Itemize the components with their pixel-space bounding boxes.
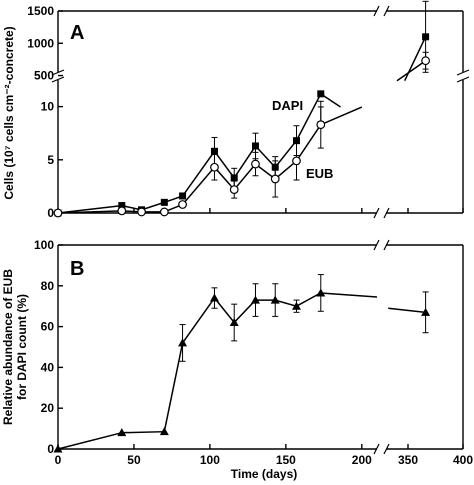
data-point-dapi (118, 202, 126, 210)
data-point-eub (53, 208, 63, 218)
data-point-ratio (229, 318, 239, 327)
panel-b-y-tick-label: 80 (41, 279, 55, 293)
data-point-eub (292, 156, 301, 166)
data-point-eub (210, 162, 219, 172)
panel-b-y-tick-label: 20 (41, 401, 55, 415)
data-point-dapi (317, 90, 325, 98)
x-tick-label: 0 (55, 453, 62, 467)
data-point-ratio (250, 295, 260, 304)
data-point-ratio (117, 428, 127, 437)
series-line-eub (57, 124, 322, 214)
data-point-dapi (179, 192, 187, 200)
panel-a-letter: A (70, 22, 84, 44)
series-trend-ratio (388, 307, 426, 314)
plot-layer: 0 50 100 150 200 350 400 0 5 10 500 1000 1500 0 20 40 60… (27, 0, 473, 467)
data-point-eub (159, 207, 169, 217)
panel-b-y-tick-label: 0 (47, 442, 54, 456)
panel-a-y-tick-label: 500 (34, 69, 54, 83)
data-point-eub (117, 206, 127, 216)
panel-a-y-axis-break-mark (51, 76, 65, 83)
data-point-ratio (53, 444, 63, 453)
x-tick-label: 150 (276, 453, 296, 467)
data-point-ratio (159, 427, 169, 436)
panel-a-y-tick-label: 1000 (27, 36, 54, 50)
panel-b-y-axis-label-line: for DAPI count (%) (15, 294, 29, 400)
panel-a-right-break-gap (457, 72, 469, 80)
data-point-ratio (178, 338, 188, 347)
x-tick-label: 100 (200, 453, 220, 467)
data-point-dapi (422, 33, 430, 41)
panel-a-y-axis-break-mark (51, 69, 65, 76)
panel-b-y-axis-label: Relative abundance of EUBfor DAPI count … (1, 269, 29, 425)
panel-a-right-break-mark (456, 76, 470, 83)
series-label-dapi: DAPI (272, 98, 303, 113)
panel-b-x-axis-break-mark (373, 239, 380, 251)
panel-a-y-tick-label: 1500 (27, 4, 54, 18)
panel-a-x-axis-break-mark (383, 5, 390, 17)
x-tick-label: 50 (127, 453, 141, 467)
data-point-eub (316, 120, 326, 130)
x-tick-label: 400 (453, 453, 473, 467)
x-axis-label: Time (days) (231, 467, 297, 481)
data-point-ratio (291, 301, 301, 310)
panel-a-y-tick-label: 10 (41, 100, 55, 114)
panel-b-x-axis-break-mark (383, 239, 390, 251)
data-point-eub (137, 207, 146, 217)
panel-a-y-tick-label: 0 (47, 206, 54, 220)
x-tick-label: 350 (398, 453, 418, 467)
series-line-ratio (57, 292, 322, 450)
series-trend-ratio (320, 292, 378, 298)
data-point-eub (178, 200, 187, 209)
series-label-eub: EUB (306, 166, 333, 181)
panel-b-y-tick-label: 60 (41, 320, 55, 334)
panel-a-y-tick-label: 5 (47, 153, 54, 167)
panel-b-y-tick-label: 40 (41, 360, 55, 374)
panel-b-y-axis-label-line: Relative abundance of EUB (1, 269, 15, 425)
panel-b-letter: B (70, 258, 84, 280)
data-point-ratio (316, 288, 326, 297)
data-point-ratio (270, 295, 280, 304)
data-point-ratio (421, 307, 431, 316)
panel-b-x-axis-break-mark (383, 443, 390, 455)
panel-a-right-break-mark (456, 69, 470, 76)
panel-a-x-axis-break-mark (383, 207, 390, 219)
data-point-ratio (209, 293, 219, 302)
series-trend-eub (320, 106, 363, 126)
data-point-dapi (210, 147, 218, 155)
panel-b-y-tick-label: 100 (34, 238, 54, 252)
data-point-dapi (160, 198, 168, 206)
panel-a-x-axis-break-mark (373, 207, 380, 219)
data-point-eub (229, 185, 239, 194)
data-point-dapi (251, 142, 259, 150)
data-point-dapi (230, 174, 238, 182)
data-point-eub (421, 56, 431, 66)
data-point-eub (251, 159, 260, 169)
data-point-dapi (292, 137, 300, 145)
panel-b-x-axis-break-mark (373, 443, 380, 455)
x-tick-label: 200 (352, 453, 372, 467)
series-trend-eub (396, 60, 427, 82)
panel-a-y-axis-label: Cells (10⁷ cells cm⁻²-concrete) (2, 26, 16, 199)
panel-a-x-axis-break-mark (373, 5, 380, 17)
data-point-eub (270, 174, 280, 184)
